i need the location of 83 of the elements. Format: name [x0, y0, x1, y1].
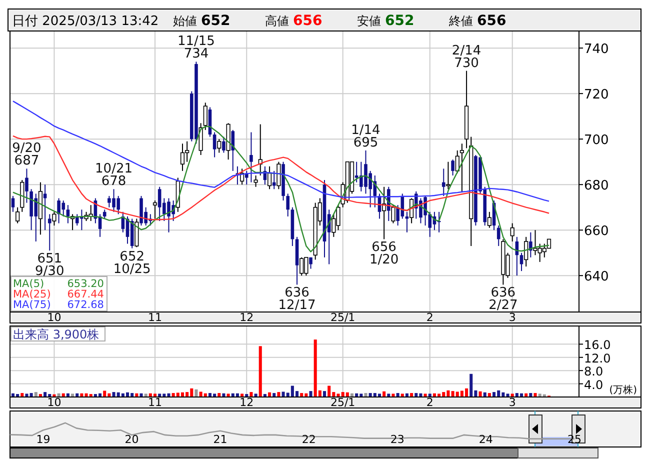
- text: 高値: [265, 14, 289, 28]
- bar: [322, 391, 326, 397]
- text: 656: [477, 13, 506, 29]
- x-tick-label: 19: [36, 433, 50, 446]
- y-tick-label: 4.0: [584, 378, 604, 392]
- bar: [470, 374, 473, 397]
- bar: [534, 393, 537, 397]
- x-tick-label: 25/1: [330, 311, 356, 324]
- annotation: 653.20: [67, 278, 104, 290]
- bar: [25, 394, 28, 397]
- x-tick-label: 24: [478, 433, 493, 446]
- bar: [364, 393, 368, 397]
- annotation: 9/20 687: [12, 141, 42, 169]
- annotation: 636 2/27: [488, 286, 518, 314]
- x-tick-label: 25: [567, 433, 582, 446]
- bar: [424, 394, 427, 397]
- x-tick-label: 10: [47, 396, 62, 409]
- x-tick-label: 23: [390, 433, 404, 446]
- text: 652: [385, 13, 414, 29]
- bar: [153, 394, 157, 397]
- x-tick-label: 11: [148, 311, 162, 324]
- x-tick-label: 2: [426, 311, 434, 324]
- x-tick-label: 12: [240, 396, 254, 409]
- y-tick-label: 720: [584, 88, 609, 103]
- y-axis-title: (万株): [609, 384, 638, 396]
- y-tick-label: 640: [584, 270, 609, 285]
- x-tick-label: 21: [213, 433, 228, 446]
- x-tick-label: 10: [47, 311, 62, 324]
- bar: [492, 392, 496, 397]
- y-tick-label: 680: [584, 178, 609, 194]
- y-tick-label: 660: [584, 224, 609, 240]
- bar: [254, 394, 258, 397]
- text: 656: [293, 13, 322, 29]
- bar: [140, 393, 143, 397]
- text: 日付 2025/03/13 13:42: [12, 14, 159, 29]
- bar: [328, 386, 331, 397]
- bar: [158, 394, 162, 397]
- bar: [392, 394, 395, 397]
- x-tick-label: 25/1: [330, 396, 356, 409]
- x-tick-label: 22: [302, 433, 316, 446]
- annotation: 672.68: [67, 299, 104, 311]
- text: 終値: [448, 14, 473, 28]
- text: 652: [201, 13, 230, 29]
- x-tick-label: 2: [426, 396, 434, 409]
- bar: [309, 391, 312, 397]
- x-tick-label: 20: [124, 433, 139, 446]
- x-tick-label: 12: [240, 311, 254, 324]
- y-tick-label: 8.0: [584, 364, 604, 379]
- legend: MA(5) 653.20 MA(25) 667.44 MA(75) 672.68: [10, 276, 108, 312]
- bar: [387, 394, 390, 397]
- text: 始値: [173, 14, 197, 28]
- bar: [71, 394, 74, 397]
- bar: [44, 392, 47, 397]
- bar: [226, 394, 230, 397]
- annotation: 652 10/25: [113, 249, 151, 277]
- bar: [378, 394, 381, 397]
- bar: [258, 346, 262, 397]
- chart-title: 出来高 3,900株: [13, 328, 100, 342]
- x-tick-label: 11: [148, 396, 162, 409]
- annotation: 2/14 730: [452, 43, 482, 71]
- bar: [250, 392, 253, 397]
- annotation: 667.44: [67, 288, 104, 300]
- annotation: 11/15 734: [177, 34, 215, 62]
- bar: [144, 394, 148, 397]
- annotation: 656 1/20: [369, 240, 399, 268]
- bar: [428, 394, 432, 397]
- y-tick-label: 700: [584, 133, 609, 148]
- annotation: 1/14 695: [351, 122, 380, 150]
- x-tick-label: 3: [508, 311, 516, 324]
- bar: [240, 394, 244, 397]
- bar: [34, 392, 38, 397]
- bar: [103, 390, 106, 397]
- bar: [400, 394, 404, 397]
- bar: [277, 392, 280, 397]
- x-tick-label: 3: [508, 396, 516, 409]
- y-tick-label: 16.0: [584, 338, 611, 352]
- annotation: 10/21 678: [95, 162, 132, 190]
- y-tick-label: 740: [584, 42, 609, 58]
- y-tick-label: 12.0: [584, 351, 611, 366]
- text: 安値: [357, 14, 381, 28]
- bar: [194, 389, 198, 397]
- bar: [510, 394, 514, 397]
- annotation: 636 12/17: [278, 286, 316, 314]
